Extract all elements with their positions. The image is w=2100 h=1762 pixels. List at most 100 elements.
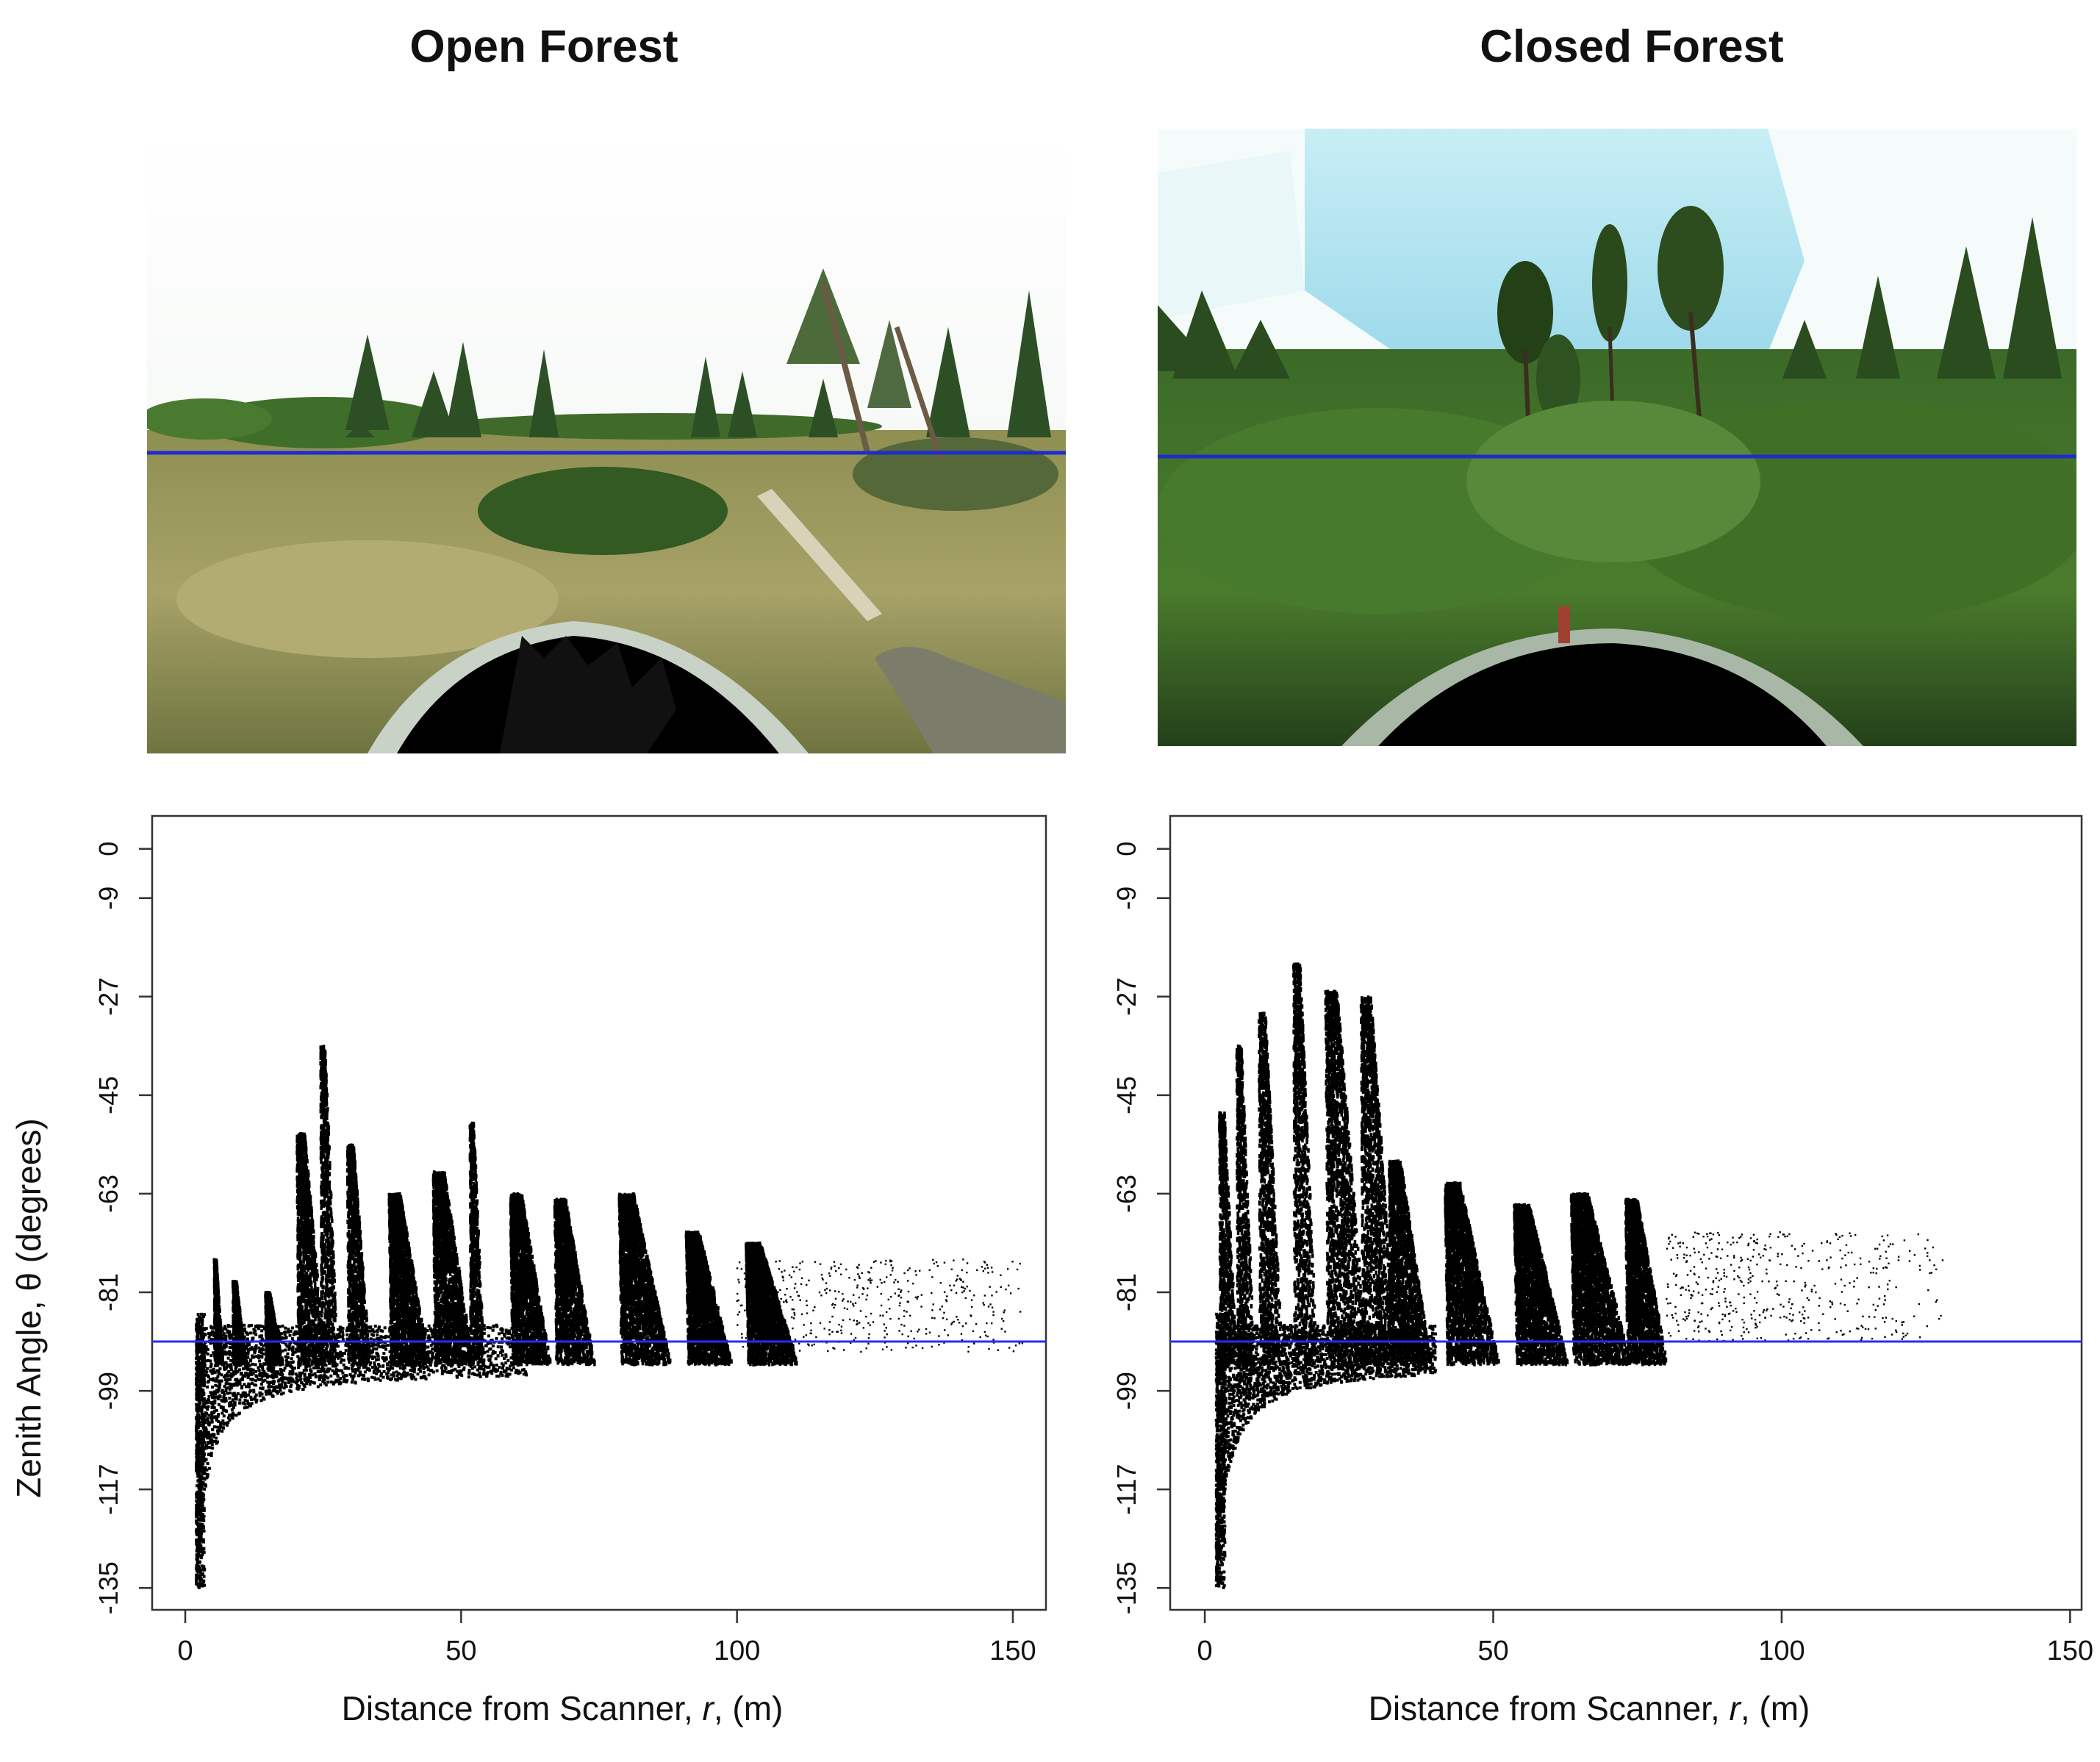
- point: [263, 1378, 267, 1382]
- point: [201, 1517, 204, 1521]
- point: [370, 1351, 373, 1355]
- point: [251, 1362, 254, 1366]
- point: [217, 1379, 221, 1383]
- point: [351, 1378, 355, 1381]
- point: [294, 1372, 298, 1376]
- point: [496, 1368, 500, 1372]
- point: [246, 1375, 250, 1379]
- point: [209, 1369, 213, 1373]
- point: [479, 1364, 483, 1368]
- point: [294, 1332, 298, 1336]
- point: [447, 1363, 451, 1367]
- point: [493, 1350, 497, 1354]
- point: [234, 1330, 237, 1335]
- point: [211, 1428, 215, 1432]
- point: [196, 1403, 199, 1407]
- point: [382, 1369, 386, 1373]
- point: [344, 1349, 348, 1353]
- point: [221, 1405, 225, 1409]
- point: [197, 1359, 201, 1363]
- point: [379, 1374, 383, 1378]
- point: [202, 1529, 206, 1533]
- point: [376, 1367, 380, 1371]
- point: [318, 1375, 321, 1378]
- point: [203, 1313, 207, 1317]
- point: [239, 1393, 243, 1397]
- point: [336, 1374, 340, 1378]
- point: [209, 1354, 213, 1358]
- point: [389, 1325, 393, 1329]
- point: [243, 1375, 247, 1378]
- point: [409, 1372, 412, 1376]
- point: [279, 1370, 283, 1374]
- point: [362, 1377, 366, 1380]
- point: [226, 1331, 229, 1334]
- point: [240, 1372, 243, 1375]
- point: [301, 1371, 304, 1375]
- point: [354, 1335, 358, 1339]
- point: [426, 1365, 429, 1369]
- point: [200, 1383, 204, 1387]
- point: [345, 1333, 349, 1336]
- point: [299, 1361, 303, 1365]
- point: [260, 1334, 264, 1338]
- point: [429, 1364, 432, 1367]
- point: [357, 1366, 361, 1369]
- point: [212, 1440, 215, 1444]
- point: [232, 1308, 235, 1313]
- point: [207, 1336, 211, 1339]
- point: [197, 1585, 201, 1589]
- point: [323, 1370, 327, 1374]
- point: [202, 1343, 206, 1347]
- point: [376, 1341, 380, 1344]
- point: [370, 1366, 374, 1369]
- point: [404, 1375, 407, 1378]
- point: [376, 1354, 380, 1358]
- point: [198, 1550, 201, 1553]
- point: [298, 1371, 301, 1375]
- point: [207, 1433, 211, 1436]
- point: [283, 1333, 287, 1336]
- point: [428, 1336, 431, 1340]
- point: [284, 1326, 287, 1330]
- point: [198, 1567, 202, 1571]
- point: [316, 1369, 320, 1373]
- point: [219, 1423, 223, 1427]
- point: [459, 1369, 462, 1372]
- point: [198, 1508, 201, 1512]
- point: [197, 1326, 201, 1330]
- point: [221, 1363, 224, 1367]
- point: [218, 1347, 221, 1353]
- point: [197, 1342, 201, 1346]
- point: [494, 1357, 498, 1361]
- point: [270, 1385, 273, 1389]
- point: [507, 1367, 511, 1371]
- point: [287, 1345, 291, 1349]
- point: [270, 1369, 273, 1373]
- point: [198, 1579, 202, 1583]
- point: [259, 1382, 263, 1386]
- point: [217, 1403, 221, 1406]
- point: [200, 1312, 204, 1316]
- point: [196, 1389, 200, 1392]
- point: [227, 1374, 231, 1378]
- point: [202, 1363, 206, 1368]
- point: [203, 1487, 207, 1491]
- point: [250, 1402, 254, 1405]
- point: [389, 1364, 393, 1368]
- point: [205, 1468, 209, 1472]
- point: [198, 1554, 201, 1558]
- point: [492, 1350, 495, 1353]
- point: [259, 1342, 263, 1346]
- point: [223, 1346, 226, 1350]
- point: [195, 1381, 198, 1385]
- point: [441, 1369, 445, 1373]
- point: [506, 1358, 510, 1362]
- point: [197, 1483, 201, 1487]
- point: [368, 1369, 371, 1372]
- point: [195, 1569, 198, 1573]
- point: [482, 1331, 486, 1335]
- point: [216, 1414, 220, 1418]
- point: [489, 1347, 492, 1351]
- point: [209, 1391, 212, 1394]
